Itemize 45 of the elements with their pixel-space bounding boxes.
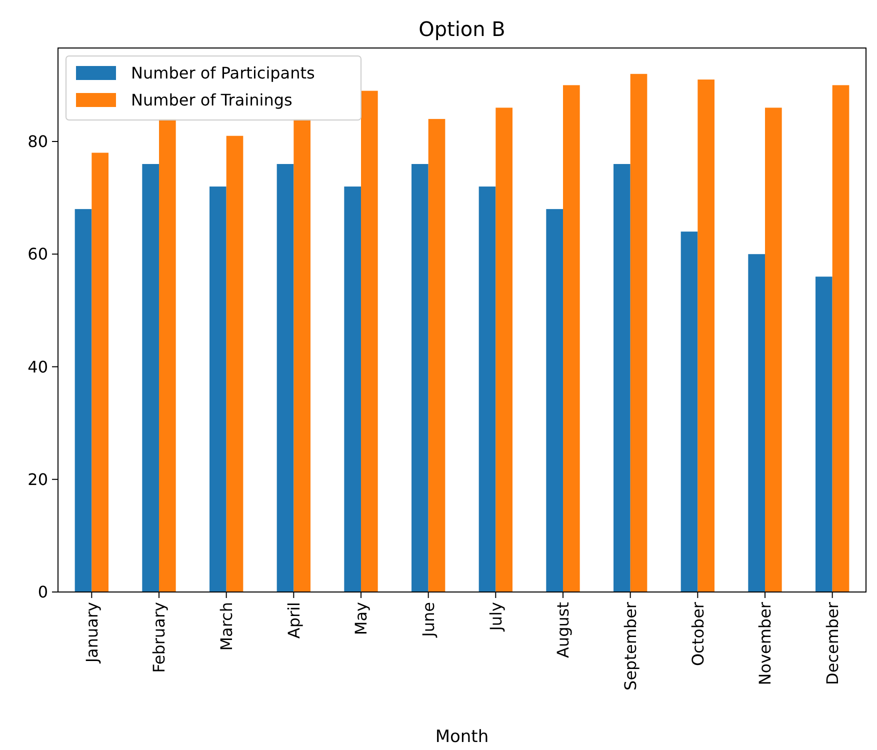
chart-title: Option B — [418, 17, 506, 41]
x-tick-label: March — [216, 602, 236, 651]
bar — [680, 232, 698, 592]
bar — [344, 186, 361, 592]
bar — [428, 118, 446, 592]
bar — [546, 209, 563, 592]
bar — [614, 164, 630, 592]
legend-label: Number of Participants — [131, 64, 315, 83]
bar — [816, 276, 832, 592]
x-axis-title: Month — [435, 727, 489, 747]
y-tick-label: 40 — [28, 357, 48, 376]
x-tick-label: September — [620, 602, 640, 690]
legend-label: Number of Trainings — [131, 90, 292, 110]
x-tick-label: December — [822, 602, 842, 685]
bar — [210, 186, 226, 592]
bar — [142, 164, 159, 592]
bar — [563, 85, 580, 592]
x-tick-label: November — [756, 602, 775, 686]
bar — [496, 108, 512, 592]
bar — [361, 90, 378, 592]
bar — [478, 186, 496, 592]
x-tick-label: August — [554, 602, 573, 658]
x-tick-label: January — [82, 602, 102, 664]
y-tick-label: 80 — [28, 132, 48, 152]
x-tick-label: July — [486, 602, 506, 632]
bar — [748, 254, 765, 592]
bar — [832, 85, 850, 592]
y-tick-label: 20 — [28, 470, 48, 489]
bar — [698, 80, 714, 592]
x-tick-label: February — [150, 602, 169, 673]
bar — [294, 118, 310, 592]
bar — [630, 74, 648, 592]
x-tick-label: June — [418, 602, 438, 638]
bar — [412, 164, 428, 592]
bar — [74, 209, 92, 592]
y-tick-label: 60 — [28, 244, 48, 264]
bar — [765, 108, 782, 592]
x-tick-label: April — [284, 602, 304, 639]
x-tick-label: October — [688, 602, 708, 666]
bar — [226, 136, 244, 592]
bar — [276, 164, 294, 592]
x-tick-label: May — [352, 602, 371, 636]
bar — [92, 152, 108, 592]
y-tick-label: 0 — [38, 582, 48, 602]
bar — [159, 118, 176, 592]
